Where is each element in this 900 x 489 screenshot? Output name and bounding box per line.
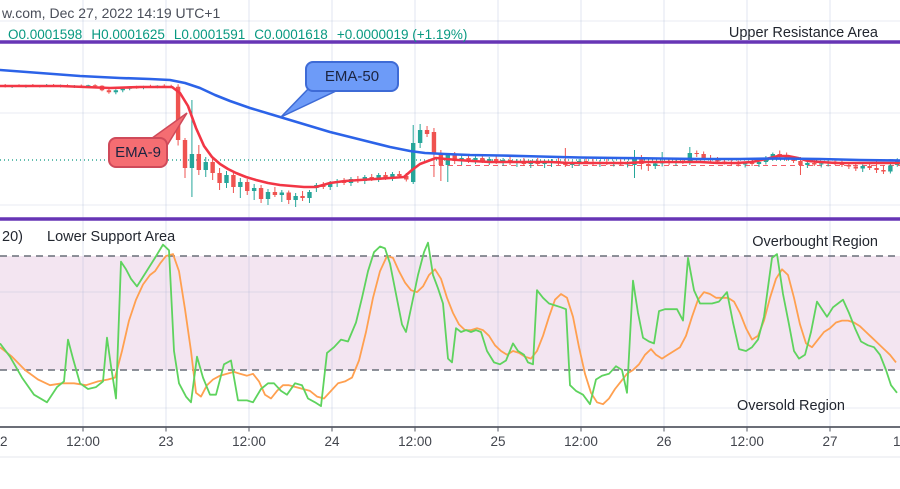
candle-body xyxy=(487,159,492,161)
candle-body xyxy=(701,154,706,158)
candle-body xyxy=(424,130,430,134)
candle-body xyxy=(812,163,817,165)
candle-body xyxy=(92,85,98,87)
candle-body xyxy=(265,192,271,199)
candle-body xyxy=(805,163,810,165)
x-axis-label: 12:00 xyxy=(66,434,100,449)
x-axis-label: 26 xyxy=(656,434,671,449)
candle-body xyxy=(224,175,229,183)
candle-body xyxy=(328,183,333,187)
candle-body xyxy=(106,90,112,93)
candle-body xyxy=(653,163,658,166)
candle-body xyxy=(258,188,264,199)
candle-body xyxy=(113,90,119,93)
stochastic-lines xyxy=(0,241,898,408)
candle-body xyxy=(251,188,257,191)
candle-body xyxy=(798,161,803,165)
overbought-oversold-lines xyxy=(0,255,900,371)
candle-body xyxy=(293,196,298,200)
candle-body xyxy=(279,192,285,195)
candle-body xyxy=(770,154,776,158)
candle-body xyxy=(120,88,125,91)
x-axis: 2 12:00 23 12:00 24 12:00 25 12:00 26 12:00 27 1 xyxy=(0,426,900,458)
candle-body xyxy=(307,192,312,198)
candle-body xyxy=(245,182,250,191)
candle-body xyxy=(217,173,222,183)
candle-body xyxy=(466,158,471,160)
candle-body xyxy=(411,143,416,182)
x-axis-label: 24 xyxy=(324,434,340,449)
x-axis-label: 25 xyxy=(490,434,505,449)
candle-body xyxy=(85,85,91,87)
candle-body xyxy=(715,160,720,162)
ema9-callout[interactable]: EMA-9 xyxy=(108,112,188,168)
candle-body xyxy=(583,161,589,162)
ema50-callout[interactable]: EMA-50 xyxy=(280,61,399,118)
candle-body xyxy=(376,175,381,179)
x-axis-label: 12:00 xyxy=(730,434,764,449)
candle-body xyxy=(694,153,699,154)
candle-body xyxy=(473,158,478,160)
candle-body xyxy=(196,154,202,170)
candle-body xyxy=(846,165,852,167)
candle-body xyxy=(452,155,457,161)
candle-body xyxy=(646,164,651,166)
candle-body xyxy=(888,165,893,172)
candle-body xyxy=(756,162,762,164)
candle-body xyxy=(210,162,215,173)
resistance-support-lines xyxy=(0,40,900,221)
candle-body xyxy=(791,159,796,161)
candle-body xyxy=(383,175,388,178)
candle-body xyxy=(853,166,858,169)
candle-body xyxy=(749,163,755,164)
x-axis-label: 12:00 xyxy=(398,434,432,449)
candle-body xyxy=(182,140,188,168)
candle-body xyxy=(390,174,395,178)
candle-body xyxy=(480,158,485,161)
ema9-label: EMA-9 xyxy=(115,144,161,161)
candle-body xyxy=(867,166,872,168)
x-axis-label: 12:00 xyxy=(564,434,598,449)
candle-body xyxy=(231,175,236,187)
candle-body xyxy=(189,154,195,168)
candle-body xyxy=(286,192,291,200)
stoch-k-line xyxy=(0,241,898,408)
candle-body xyxy=(175,86,181,140)
candle-body xyxy=(272,192,278,195)
candle-body xyxy=(819,163,824,165)
candle-body xyxy=(881,170,886,172)
candle-body xyxy=(874,168,879,170)
ema-50-line xyxy=(0,68,900,162)
ema9-callout-bubble xyxy=(108,137,168,168)
candle-body xyxy=(300,196,305,198)
candle-body xyxy=(860,166,865,169)
ema50-label: EMA-50 xyxy=(325,68,379,85)
x-axis-label: 23 xyxy=(158,434,173,449)
candle-body xyxy=(417,130,423,143)
candle-body xyxy=(493,159,499,162)
ema-lines xyxy=(0,68,900,189)
ema50-callout-bubble xyxy=(305,61,399,92)
candle-body xyxy=(238,182,243,187)
candle-body xyxy=(404,176,409,180)
x-axis-label: 2 xyxy=(0,434,8,449)
ema-9-line xyxy=(0,84,900,189)
candle-body xyxy=(542,163,547,164)
candle-body xyxy=(431,132,437,154)
x-axis-label: 1 xyxy=(893,434,900,449)
candle-body xyxy=(397,174,402,176)
candle-body xyxy=(687,153,693,162)
candle-body xyxy=(742,163,748,165)
x-axis-label: 27 xyxy=(822,434,837,449)
candle-body xyxy=(203,162,208,170)
x-axis-label: 12:00 xyxy=(232,434,266,449)
